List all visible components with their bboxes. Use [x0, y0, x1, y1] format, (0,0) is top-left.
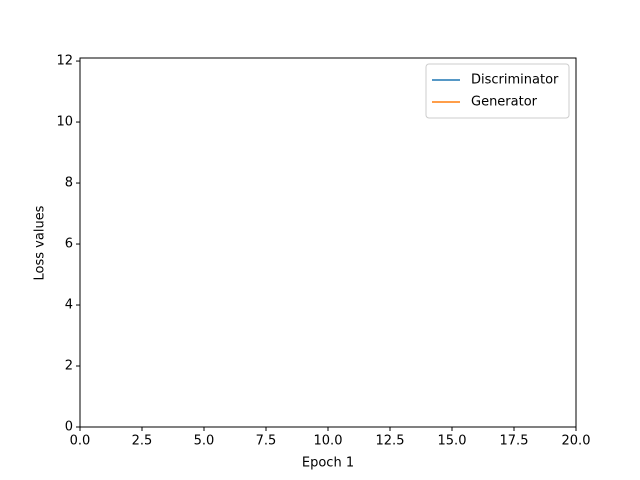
y-tick-label: 10 — [56, 115, 73, 130]
legend-box — [425, 63, 570, 119]
x-tick-label: 2.5 — [132, 434, 153, 449]
y-tick-label: 2 — [65, 359, 73, 374]
axes-frame — [79, 57, 577, 428]
y-tick-label: 0 — [65, 420, 73, 435]
x-tick-label: 17.5 — [500, 434, 529, 449]
y-tick-label: 8 — [65, 176, 73, 191]
legend-label: Generator — [471, 95, 538, 110]
x-tick-label: 15.0 — [438, 434, 467, 449]
x-tick-label: 10.0 — [314, 434, 343, 449]
legend-label: Discriminator — [471, 73, 559, 88]
x-axis-label: Epoch 1 — [302, 456, 354, 471]
x-tick-label: 12.5 — [376, 434, 405, 449]
x-tick-label: 5.0 — [194, 434, 215, 449]
y-tick-label: 6 — [65, 237, 73, 252]
y-tick-label: 4 — [65, 298, 73, 313]
x-tick-label: 0.0 — [70, 434, 91, 449]
y-axis-label: Loss values — [33, 205, 48, 280]
x-tick-label: 7.5 — [256, 434, 277, 449]
y-tick-label: 12 — [56, 54, 73, 69]
x-tick-label: 20.0 — [562, 434, 591, 449]
